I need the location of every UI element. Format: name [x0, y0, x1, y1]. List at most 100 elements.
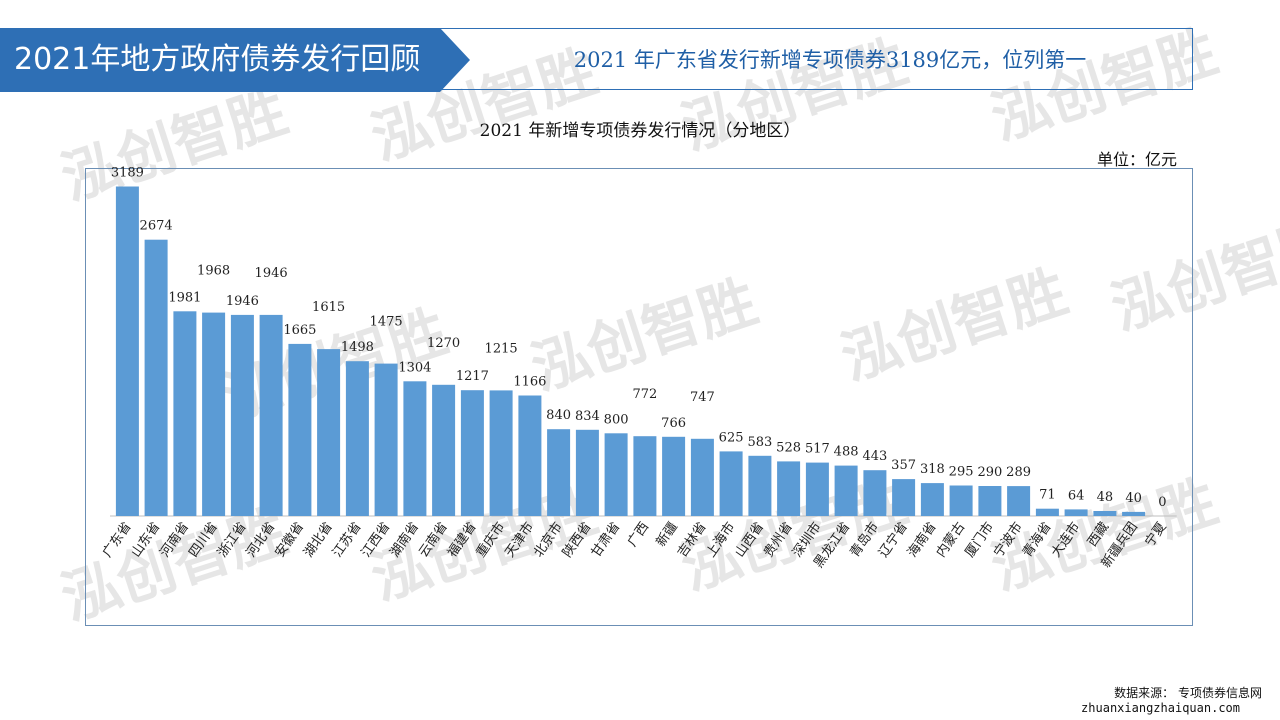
category-label: 云南省 [415, 519, 450, 560]
bar [1093, 511, 1117, 516]
category-label: 广东省 [100, 520, 135, 561]
category-label: 陕西省 [560, 520, 595, 561]
data-label: 3189 [111, 166, 144, 181]
data-label: 1217 [456, 369, 489, 384]
bar [690, 438, 714, 516]
header-left-banner [0, 28, 470, 92]
plot-frame [85, 168, 1193, 626]
bar [920, 483, 944, 516]
bar [662, 436, 686, 516]
bar [949, 485, 973, 516]
bar [403, 381, 427, 516]
bar [259, 314, 283, 516]
category-label: 广西 [625, 520, 652, 550]
data-label: 800 [604, 412, 629, 427]
data-label: 488 [834, 445, 859, 460]
data-label: 1665 [283, 323, 316, 338]
category-label: 内蒙古 [933, 519, 968, 560]
category-label: 福建省 [445, 520, 480, 561]
bar [518, 395, 542, 516]
chart-title: 2021 年新增专项债券发行情况（分地区） [479, 121, 801, 141]
category-label: 西藏 [1085, 520, 1112, 550]
data-label: 1304 [398, 360, 431, 375]
bar [604, 433, 628, 516]
data-label: 295 [949, 465, 974, 480]
data-label: 1615 [312, 300, 345, 315]
source-url: zhuanxiangzhaiquan.com [1081, 701, 1240, 715]
bar [345, 361, 369, 516]
data-label: 48 [1097, 490, 1114, 505]
bar [230, 314, 254, 516]
data-label: 583 [747, 435, 772, 450]
bar [1035, 508, 1059, 516]
data-label: 0 [1158, 495, 1166, 510]
category-label: 河北省 [244, 520, 279, 561]
bar [777, 461, 801, 516]
bar [805, 462, 829, 516]
bar [1064, 509, 1088, 516]
category-label: 青岛市 [847, 519, 882, 560]
category-label: 天津市 [502, 519, 537, 560]
bar [115, 186, 139, 516]
data-label: 1946 [226, 294, 259, 309]
source-label: 数据来源： 专项债券信息网 [1114, 686, 1262, 700]
data-label: 766 [661, 416, 686, 431]
category-label: 重庆市 [473, 519, 508, 560]
bar [547, 429, 571, 516]
data-label: 289 [1006, 465, 1031, 480]
data-label: 1475 [370, 315, 403, 330]
data-label: 1498 [341, 340, 374, 355]
header-right-box [440, 28, 1193, 90]
data-label: 834 [575, 409, 600, 424]
category-label: 四川省 [186, 520, 221, 561]
category-label: 厦门市 [962, 519, 997, 560]
header-left-title: 2021年地方政府债券发行回顾 [14, 42, 421, 77]
bar [748, 455, 772, 516]
category-label: 吉林省 [675, 520, 710, 561]
category-label: 浙江省 [215, 520, 250, 561]
header-right-title: 2021 年广东省发行新增专项债券3189亿元，位列第一 [573, 48, 1087, 72]
bar [1122, 511, 1146, 516]
bar [317, 349, 341, 516]
category-label: 山西省 [733, 520, 768, 561]
bar [489, 390, 513, 516]
bar [719, 451, 743, 516]
bar [432, 384, 456, 516]
data-label: 772 [632, 387, 657, 402]
category-label: 上海市 [703, 519, 738, 560]
category-label: 安徽省 [273, 520, 308, 561]
data-label: 625 [719, 430, 744, 445]
bar [834, 465, 858, 516]
bar [374, 363, 398, 516]
bar [1007, 486, 1031, 516]
bar [575, 429, 599, 516]
data-label: 64 [1068, 488, 1085, 503]
bar [978, 486, 1002, 516]
data-label: 1946 [255, 266, 288, 281]
category-label: 海南省 [904, 519, 939, 560]
bar [144, 239, 168, 516]
data-label: 40 [1125, 491, 1142, 506]
category-label: 甘肃省 [589, 520, 624, 561]
category-label: 河南省 [157, 519, 192, 560]
category-label: 贵州省 [761, 520, 796, 561]
bar [202, 312, 226, 516]
category-label: 新疆 [653, 519, 681, 549]
data-label: 528 [776, 440, 801, 455]
category-label: 青海省 [1020, 520, 1055, 561]
data-label: 71 [1039, 488, 1056, 503]
category-label: 宁波市 [990, 519, 1025, 560]
data-label: 1968 [197, 264, 230, 279]
data-label: 1215 [485, 341, 518, 356]
data-label: 318 [920, 462, 945, 477]
data-label: 2674 [140, 219, 173, 234]
category-label: 湖北省 [301, 520, 336, 561]
bar [173, 311, 197, 516]
category-label: 宁夏 [1142, 519, 1170, 549]
category-label: 江苏省 [329, 519, 364, 560]
category-label: 山东省 [129, 520, 164, 561]
category-label: 辽宁省 [875, 519, 910, 560]
category-label: 湖南省 [387, 519, 422, 560]
category-label: 大连市 [1048, 519, 1083, 560]
